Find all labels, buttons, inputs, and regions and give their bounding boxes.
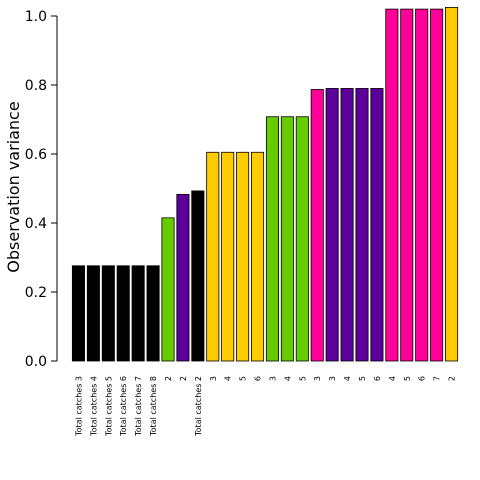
bar — [310, 89, 324, 362]
x-tick-label: 2 — [164, 376, 173, 381]
y-tick-label: 0.6 — [25, 147, 47, 163]
x-tick-label: 4 — [388, 376, 397, 381]
bar — [325, 88, 339, 362]
bar — [116, 265, 130, 362]
bar — [161, 217, 175, 362]
x-tick-label: 3 — [268, 376, 277, 381]
bar — [295, 116, 309, 362]
x-tick-label: 6 — [254, 376, 263, 381]
x-tick-label: Total catches 5 — [104, 376, 113, 437]
x-tick-label: 2 — [448, 376, 457, 381]
x-tick-label: Total catches 4 — [89, 376, 98, 437]
x-tick-label: 7 — [433, 376, 442, 381]
bars — [71, 6, 459, 362]
x-tick-label: Total catches 8 — [149, 376, 158, 437]
bar — [191, 190, 205, 362]
x-tick-label: 4 — [343, 376, 352, 381]
x-tick-label: 3 — [328, 376, 337, 381]
x-axis-labels: Total catches 3 Total catches 4 Total catc… — [74, 376, 456, 437]
x-tick-label: Total catches 3 — [74, 376, 83, 437]
x-tick-label: 3 — [209, 376, 218, 381]
bar — [355, 88, 369, 362]
bar — [265, 116, 279, 362]
bar — [280, 116, 294, 362]
y-tick-label: 0.0 — [25, 354, 47, 370]
bar — [131, 265, 145, 362]
y-tick-label: 0.4 — [25, 216, 47, 232]
x-tick-label: 3 — [313, 376, 322, 381]
bar — [176, 193, 190, 362]
x-tick-label: 6 — [373, 376, 382, 381]
bar — [206, 151, 220, 362]
x-tick-label: 4 — [224, 376, 233, 381]
bar — [340, 88, 354, 362]
x-tick-label: 5 — [298, 376, 307, 381]
bar — [251, 151, 265, 362]
bar — [370, 88, 384, 362]
x-tick-label: Total catches 6 — [119, 376, 128, 437]
bar — [236, 151, 250, 362]
bar — [400, 8, 414, 362]
y-tick-label: 0.2 — [25, 285, 47, 301]
y-axis-title: Observation variance — [4, 101, 23, 272]
bar — [415, 8, 429, 362]
bar — [86, 265, 100, 362]
x-tick-label: 5 — [403, 376, 412, 381]
bar — [146, 265, 160, 362]
x-tick-label: Total catches 7 — [134, 376, 143, 437]
x-tick-label: 5 — [358, 376, 367, 381]
bar — [101, 265, 115, 362]
bar — [430, 8, 444, 362]
bar — [385, 8, 399, 362]
bar — [445, 6, 459, 362]
x-tick-label: 6 — [418, 376, 427, 381]
x-tick-label: 4 — [283, 376, 292, 381]
x-tick-label: Total catches 2 — [194, 376, 203, 437]
y-axis: 0.0 0.2 0.4 0.6 0.8 1.0 — [25, 9, 58, 370]
bar — [71, 265, 85, 362]
bar — [221, 151, 235, 362]
y-tick-label: 1.0 — [25, 9, 47, 25]
y-tick-label: 0.8 — [25, 78, 47, 94]
x-tick-label: 5 — [239, 376, 248, 381]
x-tick-label: 2 — [179, 376, 188, 381]
